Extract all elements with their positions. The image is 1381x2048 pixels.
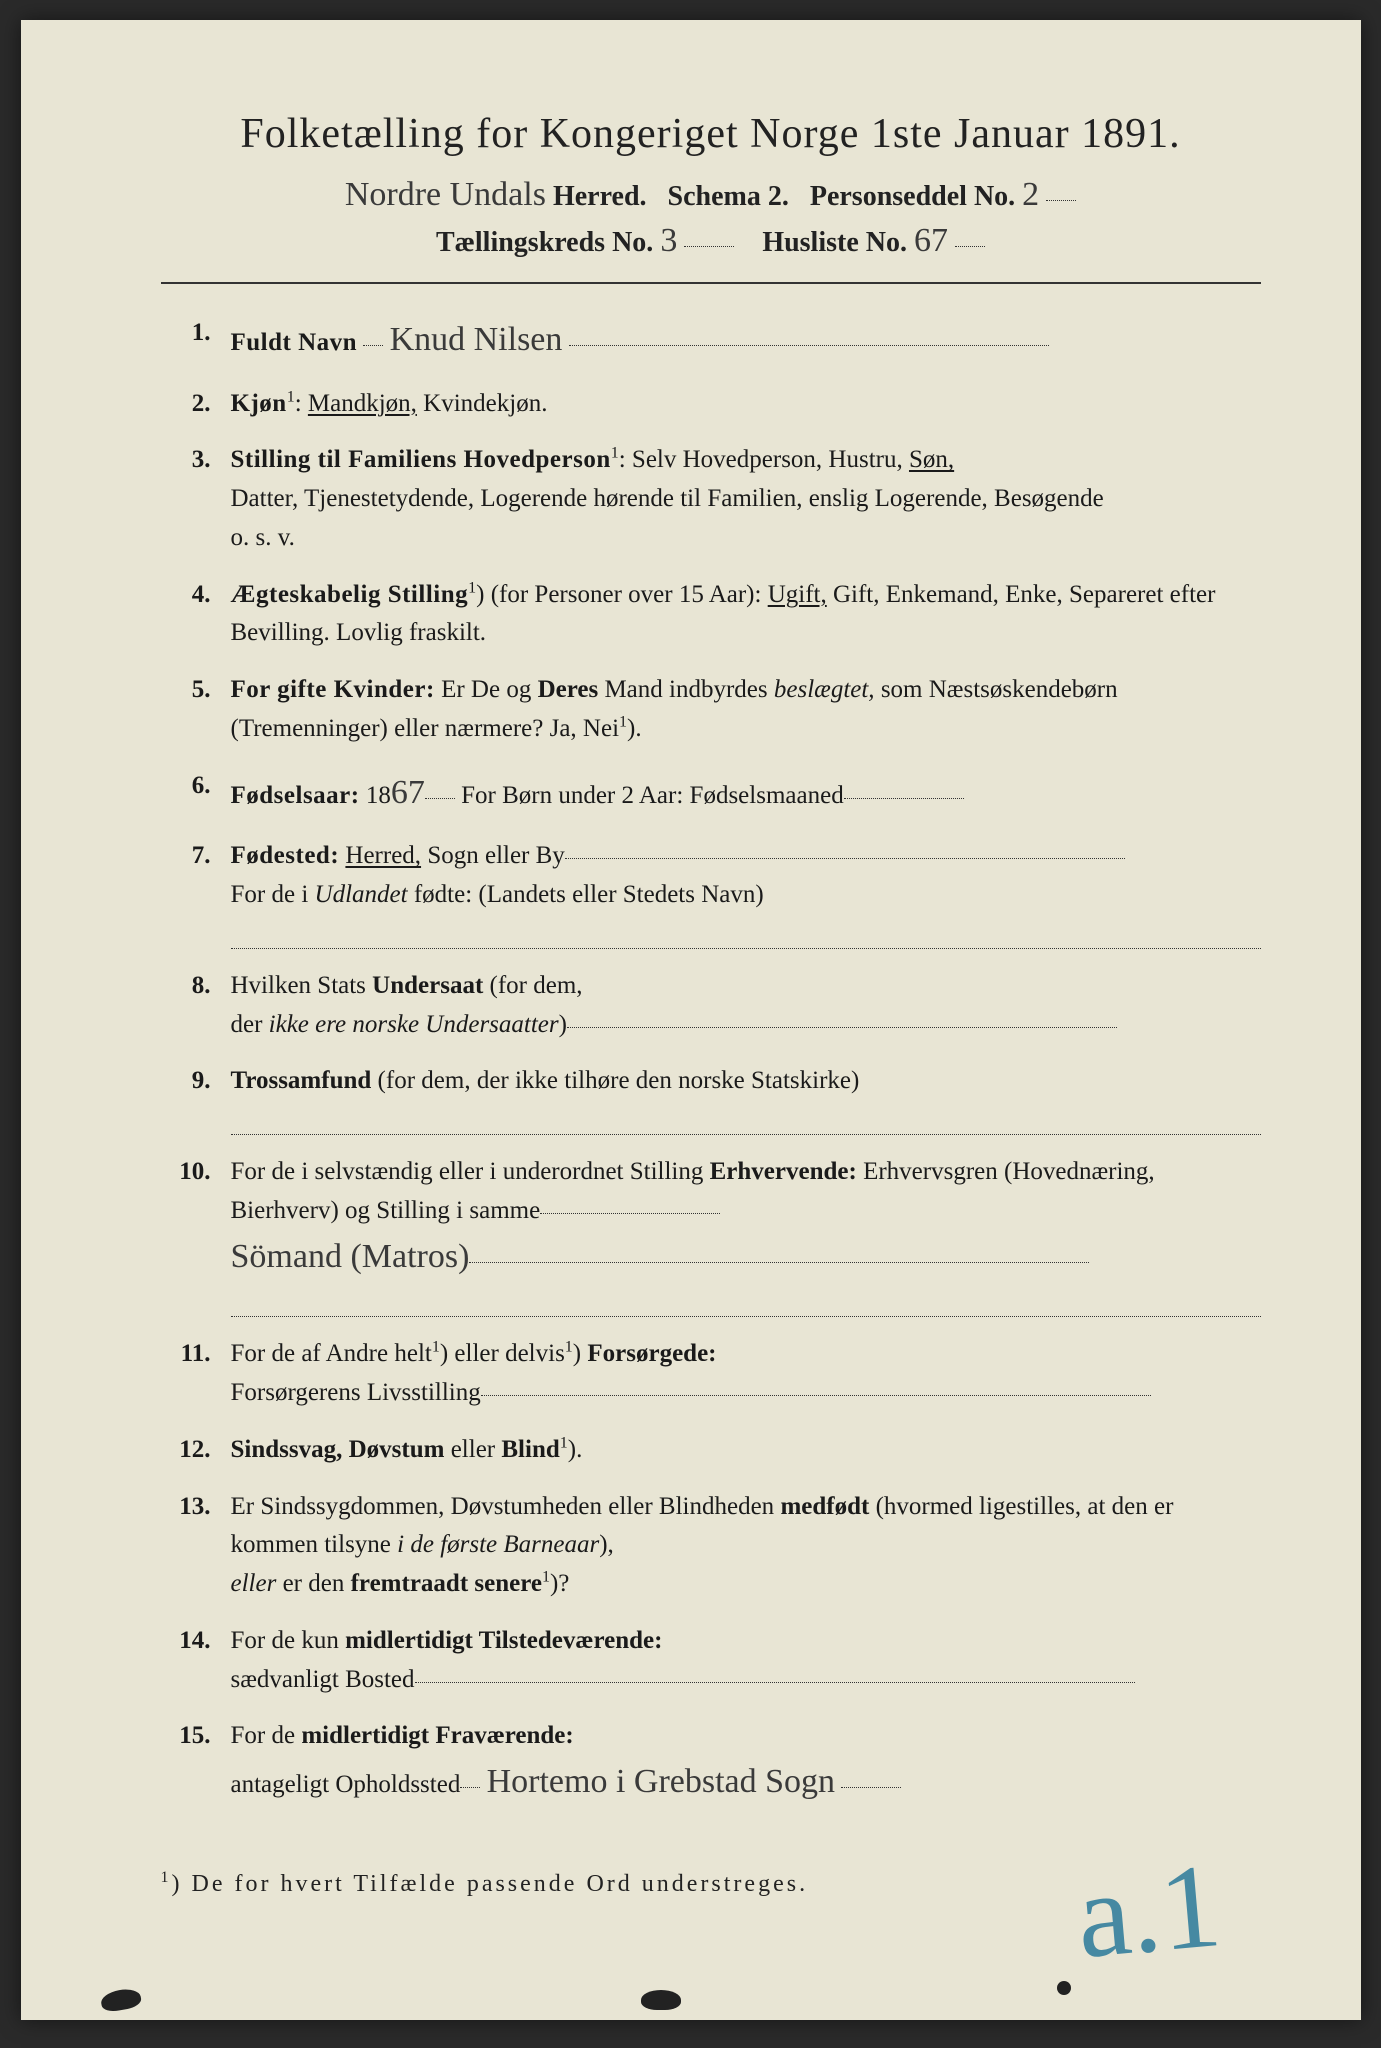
field-label: Stilling til Familiens Hovedperson [231,446,611,473]
absent-location-value: Hortemo i Grebstad Sogn [487,1763,835,1800]
dot-fill [684,246,734,247]
item-2-sex: Kjøn1: Mandkjøn, Kvindekjøn. [161,385,1261,424]
field-label: Fuldt Navn [231,329,358,356]
page-title: Folketælling for Kongeriget Norge 1ste J… [161,110,1261,158]
item-13-congenital: Er Sindssygdommen, Døvstumheden eller Bl… [161,1488,1261,1604]
item-11-supported: For de af Andre helt1) eller delvis1) Fo… [161,1335,1261,1413]
kreds-no: 3 [660,222,677,259]
occupation-value: Sömand (Matros) [231,1238,470,1275]
option-selected: Søn, [909,446,954,473]
option-selected: Herred, [345,842,421,869]
ink-blot [99,1987,142,2014]
option: Kvindekjøn. [423,390,547,417]
field-label: For gifte Kvinder: [231,676,435,703]
schema-label: Schema 2. [668,181,789,212]
field-label: Ægteskabelig Stilling [231,581,469,608]
item-12-disability: Sindssvag, Døvstum eller Blind1). [161,1431,1261,1470]
ink-blot [641,1990,681,2010]
dot-fill [1046,200,1076,201]
item-14-temp-present: For de kun midlertidigt Tilstedeværende:… [161,1622,1261,1700]
item-4-marital: Ægteskabelig Stilling1) (for Personer ov… [161,576,1261,654]
field-label: Trossamfund [231,1067,372,1094]
option-selected: Ugift, [768,581,827,608]
subhead-line-2: Tællingskreds No. 3 Husliste No. 67 [161,222,1261,260]
divider [161,282,1261,284]
kreds-label: Tællingskreds No. [436,227,653,258]
item-8-nationality: Hvilken Stats Undersaat (for dem, der ik… [161,967,1261,1045]
item-3-relation: Stilling til Familiens Hovedperson1: Sel… [161,441,1261,557]
herred-name-handwritten: Nordre Undals [345,176,546,213]
field-label: Fødested: [231,842,340,869]
personseddel-no: 2 [1022,176,1039,213]
subhead-line-1: Nordre Undals Herred. Schema 2. Personse… [161,176,1261,214]
item-9-religion: Trossamfund (for dem, der ikke tilhøre d… [161,1062,1261,1135]
option-selected: Mandkjøn, [308,390,417,417]
field-label: Kjøn [231,390,287,417]
birth-year-value: 67 [391,774,425,811]
husliste-no: 67 [914,222,948,259]
item-6-birthyear: Fødselsaar: 1867 For Børn under 2 Aar: F… [161,767,1261,820]
herred-label: Herred. [553,181,647,212]
field-label: Sindssvag, Døvstum [231,1436,445,1463]
name-value: Knud Nilsen [390,321,563,358]
item-10-occupation: For de i selvstændig eller i underordnet… [161,1153,1261,1317]
husliste-label: Husliste No. [762,227,907,258]
item-1-name: Fuldt Navn Knud Nilsen [161,314,1261,367]
blue-archival-mark: a.1 [1071,1836,1226,1986]
item-15-temp-absent: For de midlertidigt Fraværende: antageli… [161,1717,1261,1808]
form-items: Fuldt Navn Knud Nilsen Kjøn1: Mandkjøn, … [161,314,1261,1809]
personseddel-label: Personseddel No. [810,181,1015,212]
item-5-married-women: For gifte Kvinder: Er De og Deres Mand i… [161,671,1261,749]
field-label: Fødselsaar: [231,782,360,809]
census-form-page: Folketælling for Kongeriget Norge 1ste J… [21,20,1361,2020]
dot-fill [955,246,985,247]
item-7-birthplace: Fødested: Herred, Sogn eller By For de i… [161,837,1261,949]
ink-blot [1057,1981,1071,1995]
